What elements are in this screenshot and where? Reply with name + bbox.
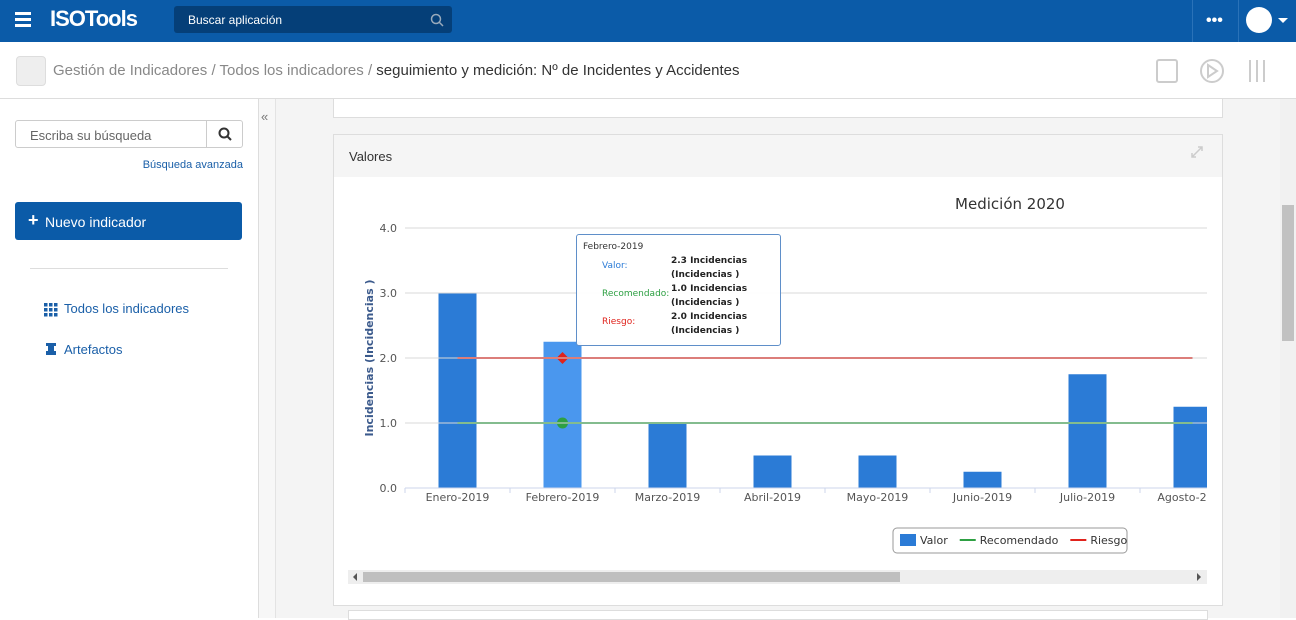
sidebar: Escriba su búsqueda Búsqueda avanzada + … [0, 99, 259, 618]
bar [858, 455, 897, 488]
x-tick-label: Enero-2019 [426, 491, 490, 504]
search-button[interactable] [206, 120, 243, 148]
x-tick-label: Junio-2019 [952, 491, 1012, 504]
search-placeholder: Escriba su búsqueda [30, 128, 152, 143]
logo[interactable]: ISOTools [50, 6, 138, 31]
crumb-link[interactable]: Gestión de Indicadores [53, 62, 208, 79]
collapse-icon[interactable] [1190, 145, 1204, 159]
legend-label: Valor [920, 534, 948, 547]
breadcrumb-bar: Gestión de Indicadores / Todos los indic… [0, 42, 1296, 99]
plot-area: Enero-2019 Febrero-2019 Marzo-2019 Abril-20… [404, 293, 1221, 504]
x-tick-label: Mayo-2019 [847, 491, 909, 504]
x-tick-label: Abril-2019 [744, 491, 801, 504]
bar [648, 423, 687, 488]
chart: Medición 2020 Incidencias (Incidencias )… [348, 195, 1221, 584]
search-placeholder: Buscar aplicación [188, 13, 283, 27]
y-axis-title: Incidencias (Incidencias ) [363, 280, 376, 437]
x-tick-label: Agosto-2019 [1157, 491, 1221, 504]
collapse-strip: « [259, 99, 276, 618]
new-indicator-button[interactable]: + Nuevo indicador [15, 202, 242, 240]
legend-box [892, 527, 1128, 554]
separator [30, 268, 228, 269]
divider [1192, 0, 1193, 42]
crumb-link[interactable]: Todos los indicadores [219, 62, 364, 79]
y-tick-label: 4.0 [380, 222, 398, 235]
y-tick-label: 1.0 [380, 417, 398, 430]
legend-label: Recomendado [980, 534, 1059, 547]
tooltip-value: 2.0 Incidencias (Incidencias ) [671, 312, 748, 336]
tooltip-value: 2.3 Incidencias (Incidencias ) [671, 256, 748, 280]
breadcrumb: Gestión de Indicadores / Todos los indic… [53, 62, 739, 79]
legend-swatch [900, 534, 916, 546]
menu-item[interactable]: Todos los indicadores [64, 301, 190, 316]
panel-above [333, 98, 1223, 118]
panel-header: Valores [334, 135, 1222, 177]
y-tick-label: 2.0 [380, 352, 398, 365]
bar [1068, 374, 1107, 488]
search-icon [218, 127, 232, 141]
scroll-thumb[interactable] [1282, 205, 1294, 341]
x-tick-label: Febrero-2019 [526, 491, 600, 504]
crumb-current: seguimiento y medición: Nº de Incidentes… [376, 62, 740, 79]
tooltip: Febrero-2019 Valor: 2.3 Incidencias (Incid… [576, 234, 781, 346]
caret [1278, 18, 1288, 23]
y-tick-label: 3.0 [380, 287, 398, 300]
bar [753, 455, 792, 488]
legend: Valor Recomendado Riesgo [892, 527, 1128, 554]
legend-label: Riesgo [1090, 534, 1127, 547]
collapse-toggle[interactable]: « [261, 109, 269, 124]
bar [543, 341, 582, 488]
module-icon [16, 56, 46, 86]
tooltip-title: Febrero-2019 [583, 242, 644, 252]
tooltip-value: 1.0 Incidencias (Incidencias ) [671, 284, 748, 308]
search-icon [430, 13, 444, 27]
bar [438, 293, 477, 488]
y-tick-label: 0.0 [380, 482, 398, 495]
x-tick-label: Julio-2019 [1059, 491, 1115, 504]
divider [1238, 0, 1239, 42]
x-tick-label: Marzo-2019 [635, 491, 700, 504]
plus-icon: + [28, 210, 39, 230]
tooltip-label: Valor: [602, 261, 628, 271]
artifact-icon [46, 343, 56, 355]
panel-title: Valores [349, 149, 393, 164]
app-search[interactable]: Buscar aplicación [174, 6, 452, 33]
avatar[interactable] [1246, 7, 1272, 33]
crumb-separator: / [367, 62, 373, 79]
more-icon[interactable]: ••• [1206, 12, 1223, 29]
menu-icon[interactable] [15, 12, 31, 15]
panel-below [348, 610, 1208, 620]
sidebar-search[interactable]: Escriba su búsqueda [15, 120, 207, 148]
crumb-separator: / [211, 62, 216, 79]
toolbar-icons [1156, 59, 1265, 83]
bar [963, 471, 1002, 488]
values-panel: Valores [333, 134, 1223, 606]
advanced-search-link[interactable]: Búsqueda avanzada [142, 159, 243, 171]
top-bar: ISOTools Buscar aplicación ••• [0, 0, 1296, 42]
grid-icon [44, 303, 58, 317]
button-label: Nuevo indicador [45, 214, 147, 230]
bar [1173, 406, 1207, 488]
chart-title: Medición 2020 [955, 195, 1065, 213]
page-scrollbar[interactable] [1280, 99, 1296, 618]
h-scroll-thumb[interactable] [363, 572, 900, 582]
menu-item[interactable]: Artefactos [64, 342, 123, 357]
tooltip-label: Riesgo: [602, 317, 636, 327]
tooltip-label: Recomendado: [602, 289, 670, 299]
